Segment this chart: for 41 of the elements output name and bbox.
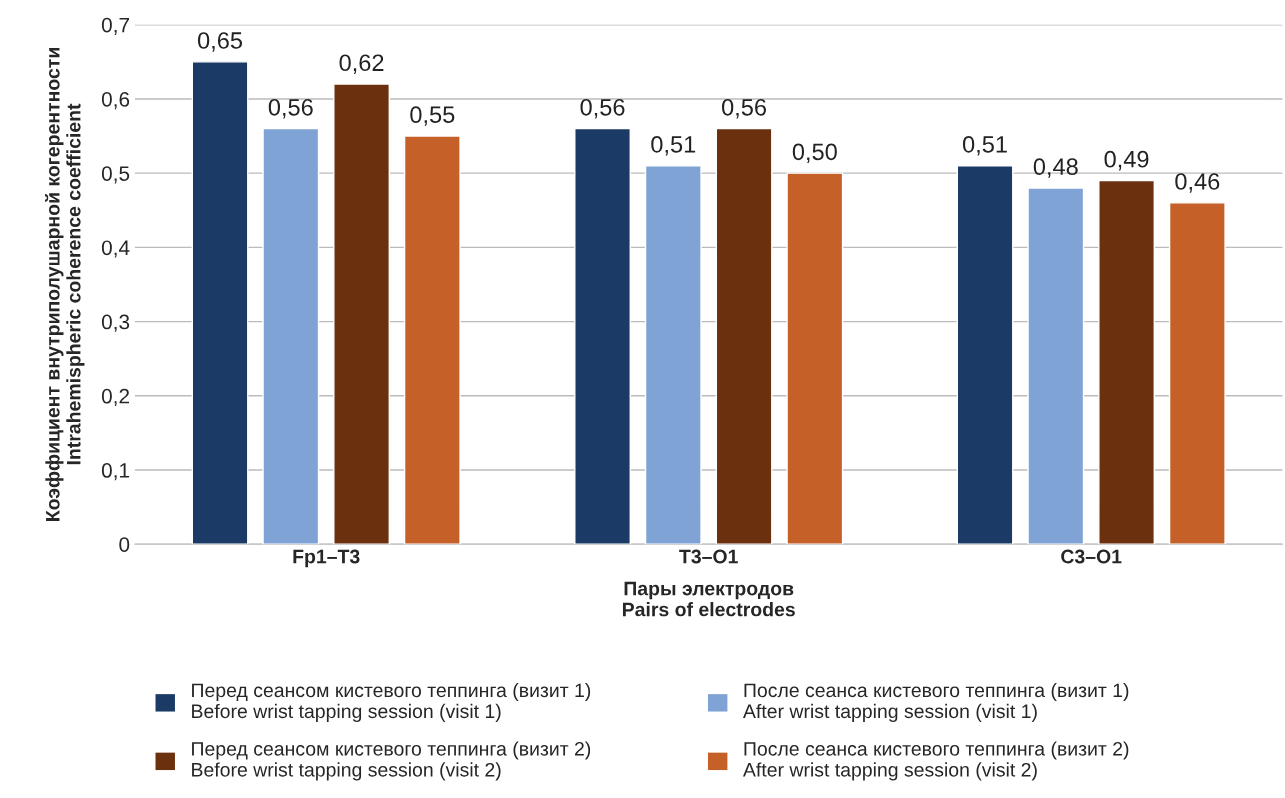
data-label: 0,55 [410, 106, 455, 126]
bar [403, 135, 461, 545]
legend-label: После сеанса кистевого теппинга (визит 2) After wrist tapping session (visit 2) [742, 741, 1129, 781]
bar [262, 127, 320, 545]
y-tick-label: 0 [119, 537, 130, 552]
x-tick-label: Fp1–T3 [293, 549, 360, 568]
data-label: 0,65 [197, 32, 243, 52]
y-tick-label: 0,7 [101, 17, 130, 35]
y-tick-label: 0,4 [101, 240, 130, 258]
bar [574, 127, 631, 545]
y-tick-label: 0,5 [101, 166, 130, 184]
y-tick-label: 0,6 [101, 91, 130, 110]
data-label: 0,51 [651, 136, 696, 156]
y-tick-label: 0,1 [101, 463, 130, 481]
x-tick-label: T3–O1 [679, 549, 738, 564]
data-label: 0,50 [792, 143, 837, 163]
legend-label: После сеанса кистевого теппинга (визит 1) After wrist tapping session (visit 1) [742, 682, 1129, 722]
y-tick-label: 0,2 [101, 388, 130, 407]
x-axis-title: Пары электродов Pairs of electrodes [622, 581, 795, 617]
data-label: 0,46 [1175, 173, 1220, 193]
legend-label: Перед сеансом кистевого теппинга (визит 1) Before wrist tapping session (visit 1) [192, 682, 591, 722]
y-tick-label: 0,3 [101, 314, 130, 332]
bar [1027, 187, 1085, 545]
bar [191, 61, 249, 545]
data-label: 0,51 [962, 136, 1007, 156]
y-axis-title: Коэффициент внутриполушарной когерентности Intrahemispheric coherence coefficient [44, 48, 85, 521]
bar [1168, 202, 1226, 545]
bar [644, 165, 702, 545]
bar [333, 83, 390, 545]
bar [786, 172, 844, 545]
legend-label: Перед сеансом кистевого теппинга (визит 2) Before wrist tapping session (visit 2) [192, 741, 591, 781]
bar [715, 127, 773, 545]
bar [1098, 179, 1155, 545]
bar [956, 165, 1014, 545]
data-label: 0,56 [722, 98, 766, 119]
data-label: 0,49 [1104, 150, 1149, 171]
data-label: 0,56 [580, 98, 625, 119]
data-label: 0,62 [339, 54, 384, 74]
x-tick-label: C3–O1 [1061, 549, 1122, 564]
data-label: 0,48 [1033, 158, 1078, 178]
data-label: 0,56 [268, 98, 313, 119]
